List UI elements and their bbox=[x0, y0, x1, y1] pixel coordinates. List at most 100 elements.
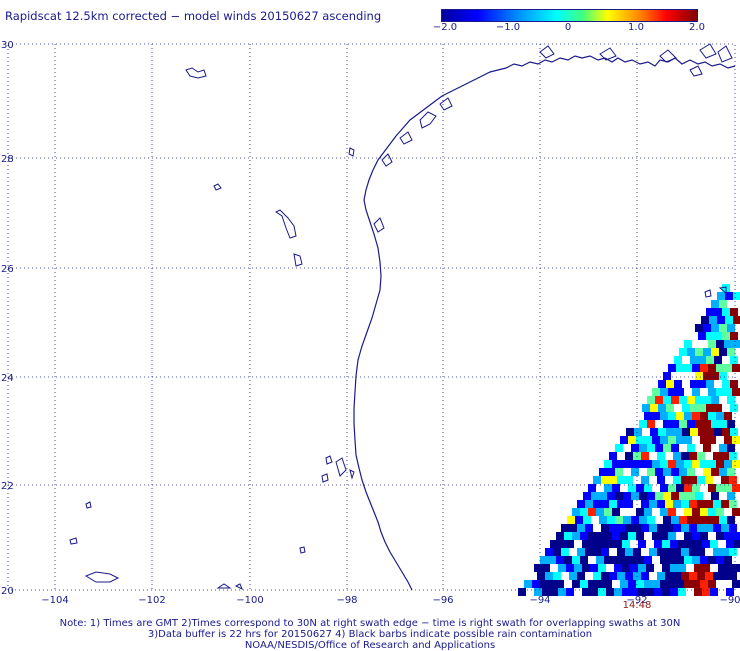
swath-cell bbox=[609, 524, 617, 532]
swath-cell bbox=[687, 396, 695, 404]
swath-cell bbox=[674, 428, 682, 436]
swath-cell bbox=[732, 532, 740, 540]
inland-lake bbox=[704, 286, 727, 298]
swath-cell bbox=[682, 428, 690, 436]
swath-cell bbox=[564, 532, 572, 540]
swath-cell bbox=[710, 540, 718, 548]
swath-cell bbox=[716, 460, 724, 468]
swath-cell bbox=[655, 396, 663, 404]
swath-cell bbox=[542, 588, 550, 596]
swath-cell bbox=[717, 316, 725, 324]
swath-cell bbox=[684, 436, 692, 444]
swath-cell bbox=[692, 580, 700, 588]
swath-cell bbox=[650, 404, 658, 412]
lat-label: 26 bbox=[1, 264, 14, 275]
swath-cell bbox=[734, 564, 740, 572]
swath-cell bbox=[690, 428, 698, 436]
swath-cell bbox=[542, 564, 550, 572]
swath-cell bbox=[577, 548, 585, 556]
swath-cell bbox=[548, 580, 556, 588]
swath-cell bbox=[679, 492, 687, 500]
swath-time-label: 14:48 bbox=[623, 600, 652, 611]
inland-lake bbox=[84, 571, 120, 583]
latitude-labels: 20 22 24 26 28 30 bbox=[1, 40, 14, 597]
swath-cell bbox=[631, 492, 639, 500]
swath-cell bbox=[679, 348, 687, 356]
lon-label: −98 bbox=[336, 595, 357, 606]
swath-cell bbox=[674, 380, 682, 388]
swath-cell bbox=[583, 516, 591, 524]
swath-cell bbox=[647, 468, 655, 476]
swath-cell bbox=[625, 524, 633, 532]
swath-cell bbox=[732, 436, 740, 444]
swath-cell bbox=[660, 388, 668, 396]
swath-cell bbox=[658, 380, 666, 388]
swath-cell bbox=[703, 396, 711, 404]
swath-cell bbox=[617, 572, 625, 580]
swath-cell bbox=[591, 492, 599, 500]
swath-cell bbox=[639, 492, 647, 500]
swath-cell bbox=[708, 580, 716, 588]
swath-cell bbox=[644, 460, 652, 468]
swath-cell bbox=[697, 548, 705, 556]
swath-cell bbox=[716, 340, 724, 348]
swath-cell bbox=[628, 532, 636, 540]
swath-cell bbox=[676, 484, 684, 492]
swath-cell bbox=[649, 548, 657, 556]
swath-cell bbox=[718, 564, 726, 572]
swath-cell bbox=[692, 460, 700, 468]
swath-cell bbox=[593, 572, 601, 580]
swath-cell bbox=[596, 556, 604, 564]
swath-cell bbox=[567, 516, 575, 524]
swath-cell bbox=[604, 556, 612, 564]
swath-cell bbox=[601, 524, 609, 532]
swath-cell bbox=[534, 564, 542, 572]
swath-cell bbox=[727, 516, 735, 524]
swath-cell bbox=[620, 436, 628, 444]
swath-cell bbox=[569, 572, 577, 580]
lon-label: −94 bbox=[529, 595, 550, 606]
swath-cell bbox=[719, 348, 727, 356]
swath-cell bbox=[561, 524, 569, 532]
lat-label: 24 bbox=[1, 373, 14, 384]
swath-cell bbox=[647, 516, 655, 524]
swath-cell bbox=[711, 348, 719, 356]
swath-cell bbox=[550, 540, 558, 548]
swath-cell bbox=[663, 420, 671, 428]
swath-cell bbox=[722, 428, 730, 436]
swath-cell bbox=[689, 500, 697, 508]
swath-cell bbox=[647, 420, 655, 428]
swath-cell bbox=[617, 476, 625, 484]
swath-cell bbox=[574, 564, 582, 572]
swath-cell bbox=[625, 452, 633, 460]
swath-cell bbox=[593, 476, 601, 484]
swath-cell bbox=[692, 484, 700, 492]
swath-cell bbox=[708, 556, 716, 564]
swath-cell bbox=[676, 364, 684, 372]
swath-cell bbox=[724, 460, 732, 468]
swath-cell bbox=[668, 556, 676, 564]
swath-cell bbox=[620, 580, 628, 588]
swath-cell bbox=[732, 340, 740, 348]
swath-cell bbox=[628, 436, 636, 444]
swath-cell bbox=[708, 436, 716, 444]
swath-cell bbox=[689, 548, 697, 556]
swath-cell bbox=[654, 540, 662, 548]
swath-cell bbox=[626, 428, 634, 436]
swath-cell bbox=[631, 516, 639, 524]
swath-cell bbox=[663, 492, 671, 500]
swath-cell bbox=[524, 580, 532, 588]
swath-cell bbox=[625, 572, 633, 580]
swath-cell bbox=[706, 380, 714, 388]
swath-cell bbox=[582, 564, 590, 572]
swath-cell bbox=[612, 460, 620, 468]
swath-cell bbox=[662, 540, 670, 548]
swath-cell bbox=[657, 452, 665, 460]
swath-cell bbox=[644, 508, 652, 516]
swath-cell bbox=[660, 532, 668, 540]
swath-cell bbox=[684, 484, 692, 492]
swath-cell bbox=[721, 452, 729, 460]
colorbar-label-min: −2.0 bbox=[432, 22, 458, 33]
swath-cell bbox=[705, 476, 713, 484]
swath-cell bbox=[714, 404, 722, 412]
